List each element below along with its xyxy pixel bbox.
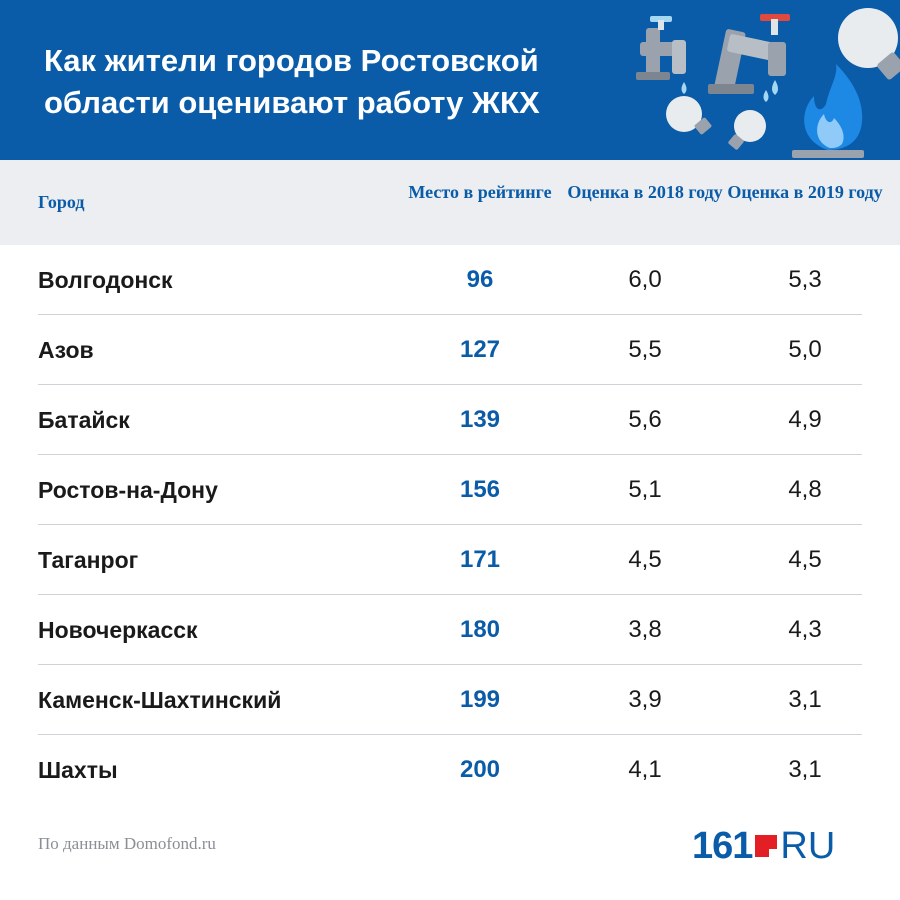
source-note: По данным Domofond.ru [38, 834, 216, 853]
table-row: Каменск-Шахтинский 199 3,9 3,1 [0, 665, 900, 735]
row-divider [38, 594, 862, 595]
rank-value: 127 [459, 336, 501, 363]
light-bulb-icon [666, 96, 712, 135]
column-header-score-2019: Оценка в 2019 году [727, 182, 883, 202]
city-name: Волгодонск [38, 267, 173, 293]
score-2018: 3,8 [628, 616, 662, 643]
logo-suffix: RU [780, 824, 836, 867]
table-row: Батайск 139 5,6 4,9 [0, 385, 900, 455]
rank-value: 180 [459, 616, 501, 643]
light-bulb-icon [838, 8, 900, 80]
table-row: Азов 127 5,5 5,0 [0, 315, 900, 385]
score-2019: 3,1 [788, 686, 822, 713]
water-tap-icon [708, 14, 790, 102]
score-2018: 3,9 [628, 686, 662, 713]
row-divider [38, 454, 862, 455]
city-name: Азов [38, 337, 94, 363]
score-2019: 5,0 [788, 336, 822, 363]
header-decoration [636, 8, 900, 158]
score-2018: 5,6 [628, 406, 662, 433]
row-divider [38, 734, 862, 735]
city-name: Каменск-Шахтинский [38, 687, 282, 713]
header-banner: Как жители городов Ростовской области оц… [0, 0, 900, 160]
table-row: Ростов-на-Дону 156 5,1 4,8 [0, 455, 900, 525]
row-divider [38, 524, 862, 525]
light-bulb-icon [728, 110, 766, 150]
rank-value: 171 [459, 546, 501, 573]
city-name: Батайск [38, 407, 130, 433]
column-header-rank: Место в рейтинге [408, 182, 552, 202]
rank-value: 200 [459, 756, 501, 783]
logo-square-icon [755, 835, 779, 858]
water-tap-icon [636, 16, 687, 94]
table-row: Таганрог 171 4,5 4,5 [0, 525, 900, 595]
table-row: Шахты 200 4,1 3,1 [0, 735, 900, 805]
city-name: Новочеркасск [38, 617, 198, 643]
row-divider [38, 384, 862, 385]
score-2019: 4,9 [788, 406, 822, 433]
row-divider [38, 664, 862, 665]
logo-number: 161 [692, 824, 753, 867]
score-2019: 3,1 [788, 756, 822, 783]
score-2018: 4,5 [628, 546, 662, 573]
column-header-city: Город [38, 192, 85, 212]
table-body: Волгодонск 96 6,0 5,3 Азов 127 5,5 5,0 Б… [0, 245, 900, 805]
rank-value: 139 [459, 406, 501, 433]
table-row: Новочеркасск 180 3,8 4,3 [0, 595, 900, 665]
score-2018: 6,0 [628, 266, 662, 293]
rank-value: 156 [459, 476, 501, 503]
gas-flame-icon [792, 64, 864, 158]
score-2018: 4,1 [628, 756, 662, 783]
row-divider [38, 314, 862, 315]
city-name: Шахты [38, 757, 118, 783]
score-2019: 4,5 [788, 546, 822, 573]
score-2019: 5,3 [788, 266, 822, 293]
score-2018: 5,1 [628, 476, 662, 503]
score-2019: 4,8 [788, 476, 822, 503]
brand-logo: 161 RU [692, 824, 836, 867]
score-2019: 4,3 [788, 616, 822, 643]
column-header-score-2018: Оценка в 2018 году [567, 182, 723, 202]
rank-value: 199 [459, 686, 501, 713]
page-title: Как жители городов Ростовской области оц… [44, 43, 540, 120]
table-row: Волгодонск 96 6,0 5,3 [0, 245, 900, 315]
table-header: Город Место в рейтинге Оценка в 2018 год… [0, 160, 900, 245]
city-name: Таганрог [38, 547, 139, 573]
city-name: Ростов-на-Дону [38, 477, 218, 503]
rank-value: 96 [466, 266, 494, 293]
score-2018: 5,5 [628, 336, 662, 363]
